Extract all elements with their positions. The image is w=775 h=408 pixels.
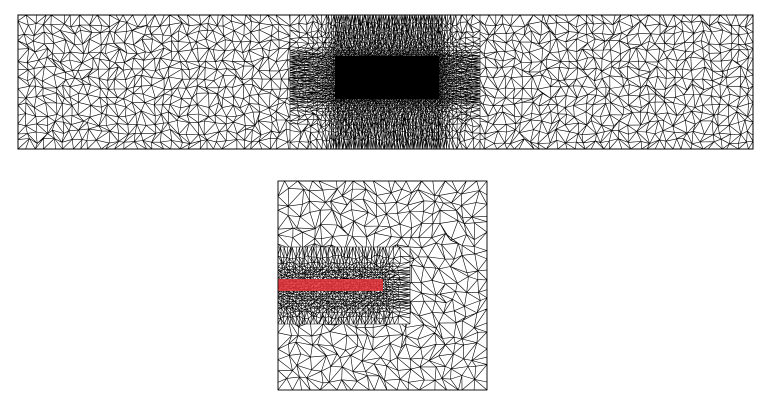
zoomed-mesh	[277, 180, 488, 391]
full-domain-mesh	[17, 14, 754, 150]
dense-core	[335, 56, 439, 99]
inclusion	[278, 279, 383, 291]
zoom-border	[277, 180, 488, 391]
domain-border	[17, 14, 754, 150]
